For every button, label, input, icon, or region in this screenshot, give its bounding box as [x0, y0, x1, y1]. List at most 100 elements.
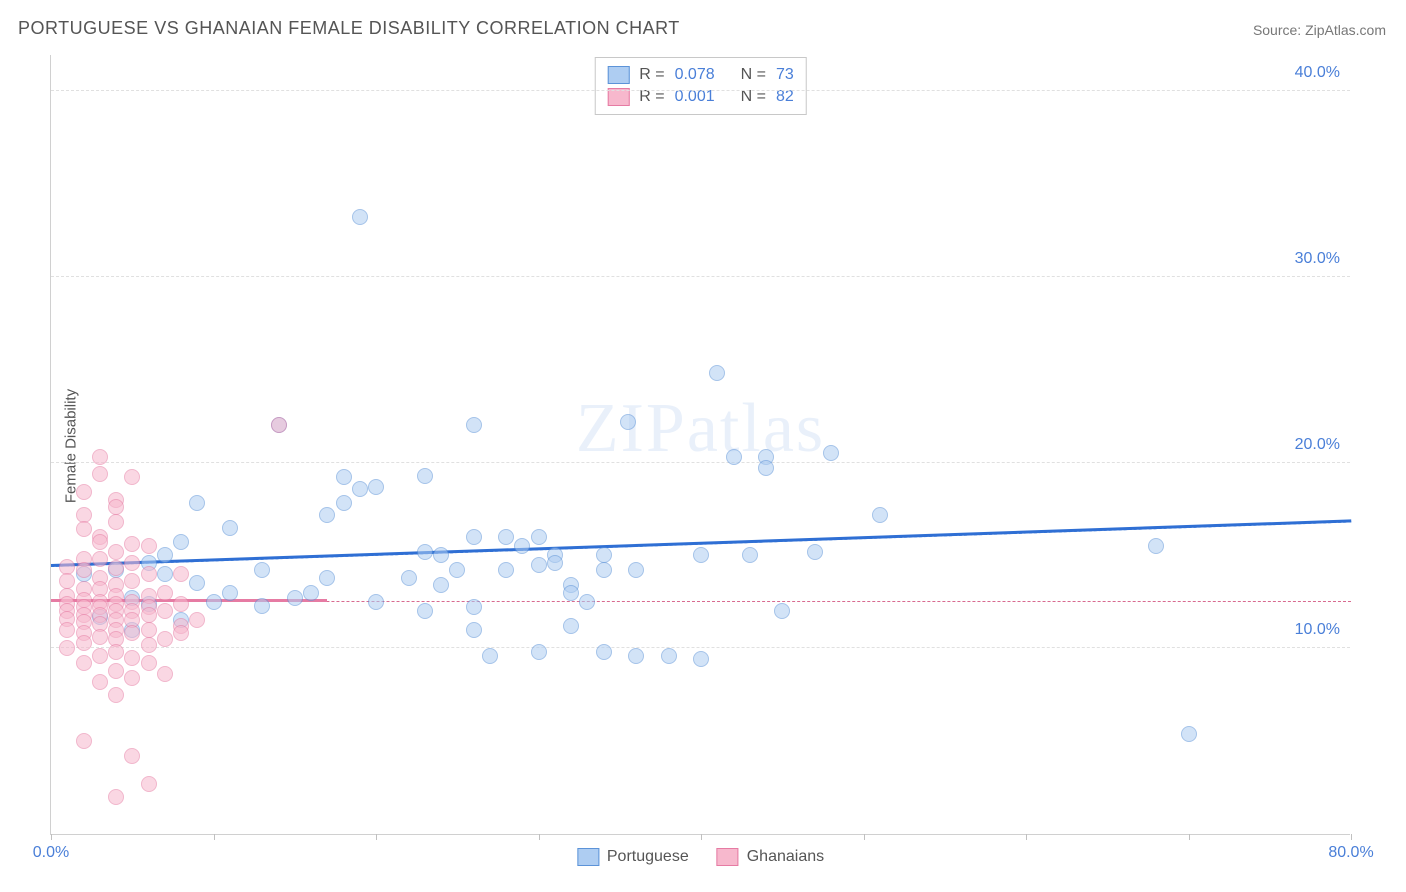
scatter-point: [157, 631, 173, 647]
legend-swatch: [607, 66, 629, 84]
stats-row: R = 0.078 N = 73: [607, 64, 794, 86]
scatter-point: [563, 585, 579, 601]
scatter-point: [417, 468, 433, 484]
scatter-point: [173, 534, 189, 550]
stats-r-label: R =: [639, 66, 664, 84]
scatter-point: [76, 562, 92, 578]
scatter-point: [108, 687, 124, 703]
scatter-point: [547, 555, 563, 571]
scatter-point: [173, 625, 189, 641]
scatter-point: [352, 209, 368, 225]
scatter-point: [807, 544, 823, 560]
scatter-point: [254, 562, 270, 578]
scatter-point: [124, 625, 140, 641]
scatter-point: [108, 499, 124, 515]
scatter-point: [336, 495, 352, 511]
scatter-point: [466, 599, 482, 615]
scatter-point: [726, 449, 742, 465]
scatter-point: [222, 520, 238, 536]
scatter-point: [124, 573, 140, 589]
scatter-point: [498, 562, 514, 578]
scatter-point: [141, 566, 157, 582]
scatter-point: [693, 547, 709, 563]
scatter-point: [774, 603, 790, 619]
x-tick-mark: [1351, 834, 1352, 840]
x-tick-label: 80.0%: [1328, 844, 1373, 862]
bottom-legend: Portuguese Ghanaians: [577, 848, 824, 866]
scatter-point: [742, 547, 758, 563]
scatter-point: [189, 495, 205, 511]
scatter-point: [141, 538, 157, 554]
y-tick-label: 30.0%: [1295, 250, 1340, 268]
x-tick-mark: [864, 834, 865, 840]
scatter-point: [417, 603, 433, 619]
scatter-point: [206, 594, 222, 610]
scatter-point: [319, 507, 335, 523]
scatter-point: [108, 544, 124, 560]
legend-item: Portuguese: [577, 848, 689, 866]
scatter-point: [173, 566, 189, 582]
plot-area: ZIPatlas R =0.078N =73R =0.001N =82 Port…: [50, 55, 1350, 835]
scatter-point: [531, 557, 547, 573]
stats-n-label: N =: [741, 66, 766, 84]
scatter-point: [157, 566, 173, 582]
scatter-point: [157, 666, 173, 682]
scatter-point: [449, 562, 465, 578]
scatter-point: [596, 562, 612, 578]
scatter-point: [76, 655, 92, 671]
legend-swatch: [577, 848, 599, 866]
scatter-point: [222, 585, 238, 601]
scatter-point: [368, 479, 384, 495]
scatter-point: [141, 776, 157, 792]
scatter-point: [466, 529, 482, 545]
legend-label: Portuguese: [607, 848, 689, 866]
scatter-point: [823, 445, 839, 461]
scatter-point: [76, 733, 92, 749]
scatter-point: [173, 596, 189, 612]
scatter-point: [124, 469, 140, 485]
x-tick-mark: [539, 834, 540, 840]
stats-n-value: 73: [776, 66, 794, 84]
scatter-point: [141, 607, 157, 623]
scatter-point: [620, 414, 636, 430]
scatter-point: [352, 481, 368, 497]
scatter-point: [628, 648, 644, 664]
scatter-point: [59, 640, 75, 656]
scatter-point: [271, 417, 287, 433]
scatter-point: [59, 573, 75, 589]
x-tick-mark: [214, 834, 215, 840]
scatter-point: [108, 514, 124, 530]
scatter-point: [693, 651, 709, 667]
scatter-point: [287, 590, 303, 606]
chart-title: PORTUGUESE VS GHANAIAN FEMALE DISABILITY…: [18, 18, 680, 39]
scatter-point: [157, 585, 173, 601]
stats-r-value: 0.078: [675, 66, 715, 84]
scatter-point: [596, 644, 612, 660]
scatter-point: [76, 521, 92, 537]
x-tick-label: 0.0%: [33, 844, 69, 862]
x-tick-mark: [1026, 834, 1027, 840]
scatter-point: [336, 469, 352, 485]
legend-swatch: [717, 848, 739, 866]
scatter-point: [59, 559, 75, 575]
scatter-point: [92, 648, 108, 664]
gridline: [51, 462, 1350, 463]
legend-item: Ghanaians: [717, 848, 824, 866]
scatter-point: [124, 670, 140, 686]
scatter-point: [319, 570, 335, 586]
y-tick-label: 10.0%: [1295, 621, 1340, 639]
scatter-point: [758, 460, 774, 476]
x-tick-mark: [376, 834, 377, 840]
scatter-point: [563, 618, 579, 634]
scatter-point: [417, 544, 433, 560]
scatter-point: [108, 560, 124, 576]
x-tick-mark: [701, 834, 702, 840]
scatter-point: [92, 534, 108, 550]
scatter-point: [466, 622, 482, 638]
watermark: ZIPatlas: [576, 389, 825, 469]
scatter-point: [433, 547, 449, 563]
scatter-point: [466, 417, 482, 433]
scatter-point: [596, 547, 612, 563]
gridline: [51, 90, 1350, 91]
scatter-point: [141, 637, 157, 653]
